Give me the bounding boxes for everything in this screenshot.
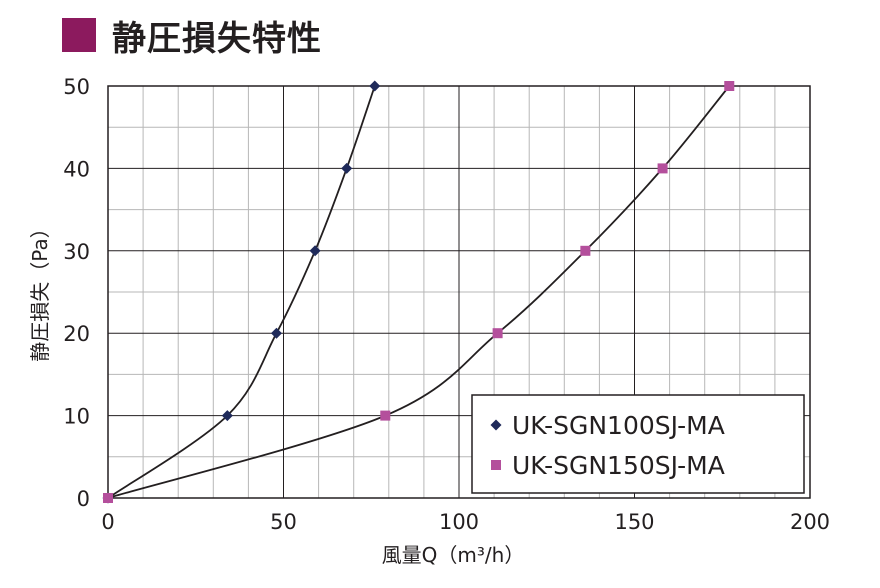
data-point-series-1 bbox=[369, 80, 381, 92]
y-axis-label: 静圧損失（Pa） bbox=[28, 218, 52, 361]
title-square-icon bbox=[62, 18, 96, 52]
x-tick-label: 200 bbox=[790, 510, 830, 534]
legend: UK-SGN100SJ-MA UK-SGN150SJ-MA bbox=[471, 394, 805, 494]
y-tick-label: 0 bbox=[77, 487, 90, 511]
x-tick-label: 0 bbox=[101, 510, 114, 534]
data-point-series-2 bbox=[657, 163, 668, 174]
data-point-series-2 bbox=[724, 81, 735, 91]
x-tick-label: 150 bbox=[614, 510, 654, 534]
x-tick-labels: 0 50 100 150 200 bbox=[101, 510, 830, 534]
x-axis-label: 風量Q（m³/h） bbox=[382, 543, 525, 567]
data-point-series-2 bbox=[580, 245, 591, 256]
plot-frame bbox=[107, 85, 811, 499]
data-point-series-2 bbox=[103, 493, 113, 503]
x-tick-label: 50 bbox=[270, 510, 297, 534]
data-point-series-1 bbox=[341, 162, 353, 174]
y-tick-label: 50 bbox=[63, 75, 90, 99]
y-tick-label: 30 bbox=[63, 240, 90, 264]
chart-title: 静圧損失特性 bbox=[62, 12, 322, 59]
series-curve-1 bbox=[107, 85, 376, 499]
title-text: 静圧損失特性 bbox=[112, 18, 322, 59]
data-point-series-2 bbox=[492, 328, 503, 339]
legend-marker-series-2 bbox=[491, 460, 501, 470]
legend-label-series-2: UK-SGN150SJ-MA bbox=[512, 451, 725, 480]
legend-marker-series-1 bbox=[490, 419, 502, 431]
y-tick-label: 10 bbox=[63, 405, 90, 429]
series-markers bbox=[102, 80, 735, 504]
data-point-series-2 bbox=[380, 410, 391, 421]
y-tick-labels: 0 10 20 30 40 50 bbox=[63, 75, 90, 511]
legend-label-series-1: UK-SGN100SJ-MA bbox=[512, 411, 725, 440]
legend-box bbox=[471, 394, 805, 494]
data-point-series-1 bbox=[309, 245, 321, 257]
y-tick-label: 20 bbox=[63, 322, 90, 346]
y-tick-label: 40 bbox=[63, 157, 90, 181]
x-tick-label: 100 bbox=[439, 510, 479, 534]
data-point-series-1 bbox=[221, 410, 233, 422]
data-point-series-1 bbox=[270, 327, 282, 339]
